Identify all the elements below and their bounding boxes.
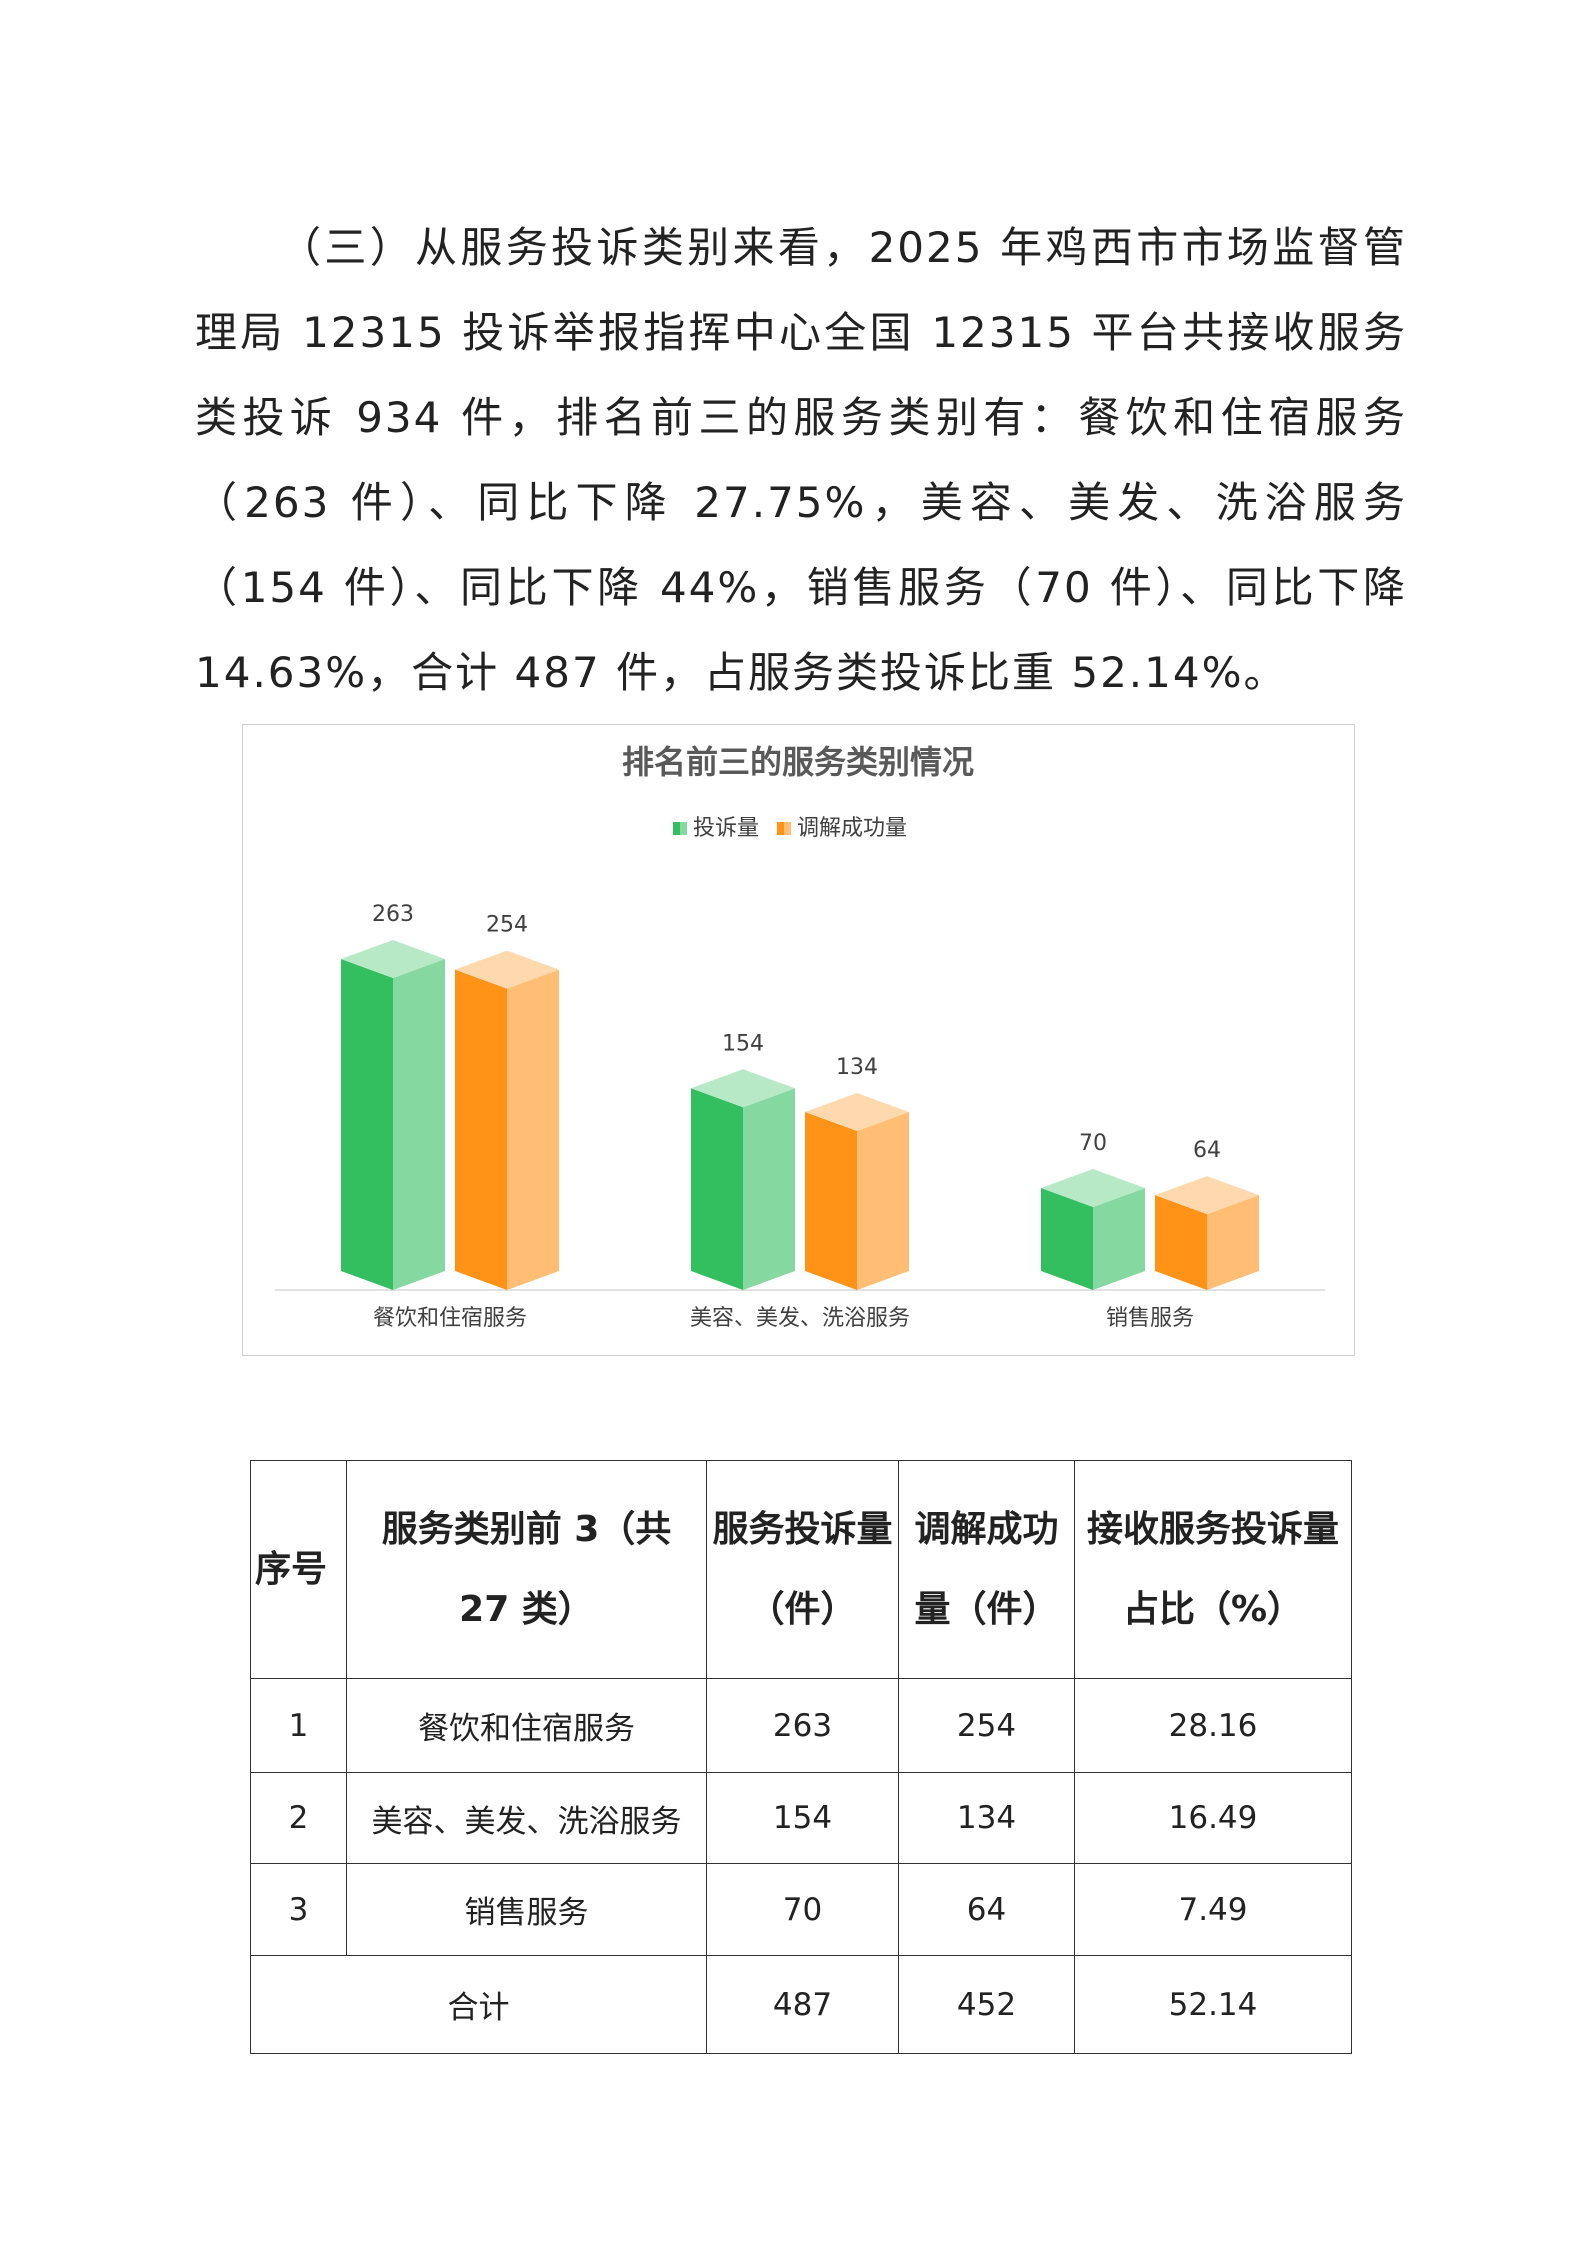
bar <box>1155 1176 1259 1290</box>
table: 序号 服务类别前 3（共 27 类） 服务投诉量（件） 调解成功量（件） 接收服… <box>250 1460 1352 2054</box>
cell: 7.49 <box>1074 1863 1352 1956</box>
cell: 134 <box>898 1772 1075 1864</box>
header-cell: 服务类别前 3（共 27 类） <box>346 1460 707 1679</box>
cell: 487 <box>706 1955 899 2054</box>
table-row: 3 销售服务 70 64 7.49 <box>250 1863 1352 1956</box>
header-row: 序号 服务类别前 3（共 27 类） 服务投诉量（件） 调解成功量（件） 接收服… <box>250 1460 1352 1679</box>
cell: 3 <box>250 1863 347 1956</box>
header-cell: 接收服务投诉量占比（%） <box>1074 1460 1352 1679</box>
cell: 16.49 <box>1074 1772 1352 1864</box>
bar <box>341 940 445 1290</box>
bar-top <box>455 950 559 989</box>
cell: 餐饮和住宿服务 <box>346 1678 707 1773</box>
legend-swatch <box>680 822 687 835</box>
legend-swatch <box>673 822 680 835</box>
data-label: 254 <box>486 913 528 938</box>
header-cell: 调解成功量（件） <box>898 1460 1075 1679</box>
paragraph: （三）从服务投诉类别来看，2025 年鸡西市市场监督管理局 12315 投诉举报… <box>195 223 1407 697</box>
bar-top <box>1041 1168 1145 1207</box>
x-tick-label: 餐饮和住宿服务 <box>373 1306 527 1331</box>
bar-side <box>393 959 445 1290</box>
legend-swatch <box>784 822 792 835</box>
table-row: 2 美容、美发、洗浴服务 154 134 16.49 <box>250 1772 1352 1864</box>
cell: 70 <box>706 1863 899 1956</box>
bar-front <box>691 1088 743 1290</box>
bar-front <box>455 969 507 1290</box>
bar-front <box>1041 1187 1093 1290</box>
x-tick-label: 美容、美发、洗浴服务 <box>690 1306 910 1331</box>
bar <box>691 1069 795 1290</box>
bar <box>455 950 559 1290</box>
cell: 52.14 <box>1074 1955 1352 2054</box>
cell: 263 <box>706 1678 899 1773</box>
bar <box>1041 1168 1145 1290</box>
bar-side <box>507 969 559 1290</box>
bar-side <box>1207 1195 1259 1290</box>
legend-label: 调解成功量 <box>797 816 907 841</box>
data-label: 134 <box>836 1055 878 1080</box>
total-label: 合计 <box>250 1955 707 2054</box>
bar-side <box>1093 1187 1145 1290</box>
bar-top <box>805 1093 909 1132</box>
bar-side <box>857 1112 909 1290</box>
bar-side <box>743 1088 795 1290</box>
legend-swatch <box>777 822 785 835</box>
data-label: 64 <box>1193 1138 1221 1163</box>
bar <box>805 1093 909 1290</box>
bar-front <box>341 959 393 1290</box>
data-label: 263 <box>372 902 414 927</box>
bar-top <box>691 1069 795 1108</box>
bar-top <box>341 940 445 978</box>
data-label: 70 <box>1079 1131 1107 1156</box>
cell: 64 <box>898 1863 1075 1956</box>
header-cell: 服务投诉量（件） <box>706 1460 899 1679</box>
cell: 销售服务 <box>346 1863 707 1956</box>
chart-title: 排名前三的服务类别情况 <box>622 743 974 781</box>
cell: 28.16 <box>1074 1678 1352 1773</box>
cell: 254 <box>898 1678 1075 1773</box>
cell: 154 <box>706 1772 899 1864</box>
x-tick-label: 销售服务 <box>1106 1306 1194 1331</box>
cell: 452 <box>898 1955 1075 2054</box>
cell: 1 <box>250 1678 347 1773</box>
legend-label: 投诉量 <box>693 816 759 841</box>
data-label: 154 <box>722 1031 764 1056</box>
bar-front <box>805 1112 857 1290</box>
header-cell: 序号 <box>250 1460 347 1679</box>
cell: 美容、美发、洗浴服务 <box>346 1772 707 1864</box>
cell: 2 <box>250 1772 347 1864</box>
total-row: 合计 487 452 52.14 <box>250 1955 1352 2054</box>
bar-top <box>1155 1176 1259 1215</box>
table-row: 1 餐饮和住宿服务 263 254 28.16 <box>250 1678 1352 1773</box>
bar-front <box>1155 1195 1207 1290</box>
